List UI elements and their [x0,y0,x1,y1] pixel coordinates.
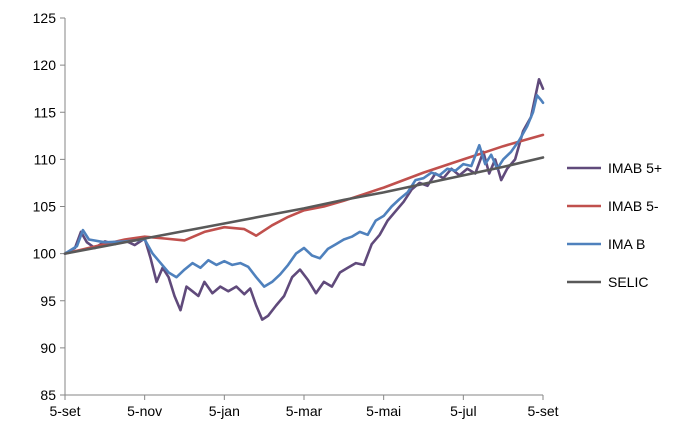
legend-label-selic: SELIC [608,274,648,290]
series-lines [63,78,545,321]
series-line-imab-5 [63,78,545,321]
x-tick-label: 5-set [527,403,558,419]
series-line-selic [63,156,545,255]
x-tick-label: 5-jul [450,403,476,419]
y-axis: 85 90 95 100 105 110 115 120 125 [33,10,66,403]
x-tick-label: 5-mar [286,403,323,419]
legend-label-imab-5: IMAB 5+ [608,160,662,176]
y-tick-label: 90 [40,340,56,356]
legend-label-ima-b: IMA B [608,236,645,252]
x-axis: 5-set 5-nov 5-jan 5-mar 5-mai 5-jul 5-set [49,394,559,419]
x-tick-label: 5-mai [366,403,401,419]
series-line-ima-b [63,94,545,288]
y-tick-label: 100 [33,246,57,262]
x-tick-label: 5-jan [209,403,240,419]
y-tick-label: 105 [33,199,57,215]
y-tick-label: 120 [33,57,57,73]
series-line-imab-5 [63,133,545,255]
y-tick-label: 85 [40,387,56,403]
x-tick-label: 5-nov [127,403,162,419]
legend-label-imab-5: IMAB 5- [608,198,659,214]
y-tick-label: 125 [33,10,57,26]
x-tick-label: 5-set [49,403,80,419]
y-tick-label: 110 [34,151,57,167]
y-tick-label: 95 [40,293,56,309]
y-tick-label: 115 [34,104,57,120]
legend: IMAB 5+ IMAB 5- IMA B SELIC [567,160,662,290]
